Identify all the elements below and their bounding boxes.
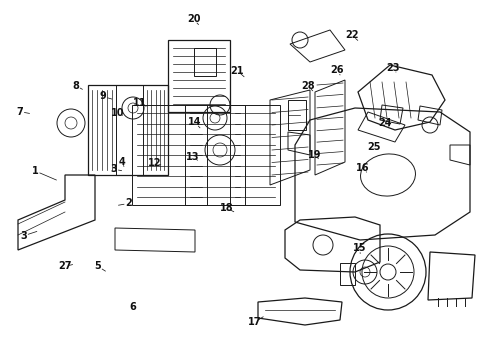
Text: 24: 24 <box>378 118 392 128</box>
Text: 16: 16 <box>356 163 369 174</box>
Text: 20: 20 <box>187 14 200 24</box>
Text: 26: 26 <box>330 65 344 75</box>
Text: 17: 17 <box>248 317 262 327</box>
Text: 3: 3 <box>110 164 117 174</box>
Text: 4: 4 <box>118 157 125 167</box>
Text: 18: 18 <box>220 203 233 213</box>
Text: 27: 27 <box>58 261 72 271</box>
Text: 21: 21 <box>230 66 244 76</box>
Text: 9: 9 <box>99 91 106 102</box>
Text: 25: 25 <box>368 142 381 152</box>
Text: 11: 11 <box>133 98 147 108</box>
Bar <box>288 100 306 130</box>
Text: 3: 3 <box>20 231 27 241</box>
Text: 2: 2 <box>125 198 132 208</box>
Text: 14: 14 <box>188 117 202 127</box>
Text: 8: 8 <box>73 81 79 91</box>
Text: 22: 22 <box>345 30 359 40</box>
Bar <box>194 48 216 76</box>
Text: 6: 6 <box>129 302 136 312</box>
Text: 12: 12 <box>148 158 162 168</box>
Text: 15: 15 <box>353 243 367 253</box>
Text: 13: 13 <box>186 152 199 162</box>
Text: 28: 28 <box>301 81 315 91</box>
Text: 19: 19 <box>308 150 322 160</box>
Text: 7: 7 <box>16 107 23 117</box>
Text: 5: 5 <box>95 261 101 271</box>
Bar <box>340 263 355 285</box>
Text: 23: 23 <box>387 63 400 73</box>
Text: 1: 1 <box>32 166 39 176</box>
Text: 10: 10 <box>111 108 124 118</box>
